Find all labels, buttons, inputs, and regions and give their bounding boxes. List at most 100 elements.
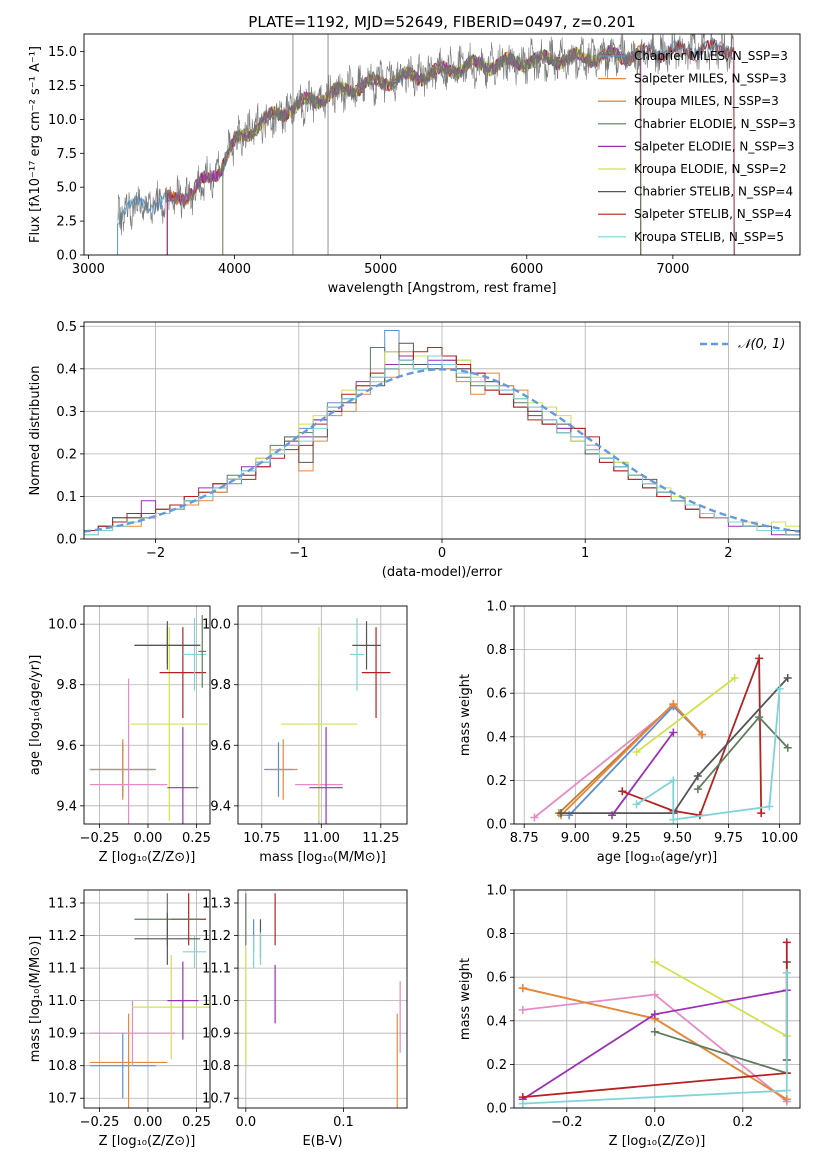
- data-point-marker: [765, 802, 774, 811]
- y-tick-label: 9.4: [56, 799, 77, 814]
- data-point-marker: [782, 968, 791, 977]
- model-spectrum-line: [222, 45, 642, 255]
- axes-frame: [513, 605, 801, 825]
- y-tick-label: 9.4: [210, 799, 231, 814]
- x-tick-label: 0.0: [644, 1115, 665, 1130]
- data-point-marker: [730, 673, 739, 682]
- y-tick-label: 1.0: [486, 600, 507, 615]
- y-tick-label: 10.9: [48, 1027, 77, 1042]
- data-point-marker: [669, 776, 678, 785]
- y-tick-label: 0.5: [56, 320, 77, 335]
- y-tick-label: 0.4: [486, 730, 507, 745]
- x-tick-label: 4000: [218, 262, 251, 277]
- y-tick-label: 9.8: [56, 678, 77, 693]
- y-tick-label: 2.5: [56, 215, 77, 230]
- axes-frame: [83, 33, 801, 256]
- weight-series-line: [560, 702, 703, 816]
- axes-frame: [83, 605, 211, 825]
- y-tick-label: 0.2: [56, 447, 77, 462]
- x-axis-label: (data-model)/error: [382, 565, 503, 580]
- legend-label: Kroupa STELIB, N_SSP=5: [634, 230, 784, 244]
- x-tick-label: −0.25: [80, 831, 120, 846]
- chart-spectrum: 3000 4000 5000 6000 7000 0.0 2.5 5.0 7.5 10.0 12.5…: [28, 13, 801, 296]
- y-tick-label: 9.6: [210, 739, 231, 754]
- y-tick-label: 10.0: [48, 618, 77, 633]
- x-tick-label: 0.00: [133, 1115, 162, 1130]
- chart-mass-vs-EBV: 0.0 0.1 10.7 10.8 10.9 11.0 11.1 11.2 11.3 E(B-V): [202, 889, 408, 1149]
- legend-label: 𝒩(0, 1): [738, 337, 785, 352]
- weight-series-line: [654, 1030, 788, 1074]
- x-axis-label: Z [log₁₀(Z/Z⊙)]: [609, 1134, 706, 1149]
- x-tick-label: 5000: [364, 262, 397, 277]
- x-tick-label: −2: [146, 546, 165, 561]
- plot-area: [84, 330, 800, 539]
- y-tick-label: 10.8: [48, 1059, 77, 1074]
- axes-frame: [237, 889, 408, 1109]
- x-tick-label: 7000: [656, 262, 689, 277]
- legend: Chabrier MILES, N_SSP=3 Salpeter MILES, N…: [598, 49, 796, 244]
- y-tick-label: 0.8: [486, 927, 507, 942]
- axes-frame: [513, 889, 801, 1109]
- plot-area: [245, 893, 401, 1108]
- x-tick-label: 8.75: [510, 831, 539, 846]
- plot-area: [89, 893, 210, 1108]
- y-tick-label: 11.1: [48, 962, 77, 977]
- chart-age-vs-Z: −0.25 0.00 0.25 9.4 9.6 9.8 10.0 Z [log₁₀(Z/Z⊙)…: [28, 605, 211, 865]
- x-tick-label: 9.50: [663, 831, 692, 846]
- x-tick-label: 10.00: [761, 831, 798, 846]
- y-tick-label: 10.8: [202, 1059, 231, 1074]
- data-point-marker: [669, 815, 678, 824]
- plot-area: [89, 615, 209, 824]
- data-point-marker: [775, 684, 784, 693]
- x-tick-label: −0.2: [551, 1115, 583, 1130]
- y-tick-label: 0.4: [486, 1014, 507, 1029]
- weight-series-line: [533, 705, 674, 819]
- plot-area: [264, 618, 391, 824]
- x-tick-label: −0.25: [80, 1115, 120, 1130]
- x-tick-label: 0: [438, 546, 446, 561]
- y-axis-label: Normed distribution: [28, 366, 43, 496]
- data-point-marker: [518, 1099, 527, 1108]
- weight-series-line: [636, 677, 736, 753]
- x-tick-label: 11.25: [362, 831, 399, 846]
- histogram-series: [84, 355, 800, 539]
- y-tick-label: 0.4: [56, 362, 77, 377]
- y-tick-label: 0.2: [486, 774, 507, 789]
- y-tick-label: 15.0: [48, 45, 77, 60]
- legend-label: Chabrier ELODIE, N_SSP=3: [634, 117, 796, 131]
- weight-series-line: [654, 961, 788, 1037]
- weight-series-line: [561, 677, 789, 814]
- data-point-marker: [650, 1027, 659, 1036]
- y-tick-label: 11.0: [48, 994, 77, 1009]
- model-spectrum-line: [166, 45, 642, 255]
- legend-label: Chabrier STELIB, N_SSP=4: [634, 185, 793, 199]
- x-tick-label: 0.00: [133, 831, 162, 846]
- y-tick-label: 10.7: [202, 1092, 231, 1107]
- y-tick-label: 11.2: [202, 929, 231, 944]
- data-point-marker: [518, 984, 527, 993]
- data-point-marker: [632, 748, 641, 757]
- x-tick-label: 1: [581, 546, 589, 561]
- data-point-marker: [783, 673, 792, 682]
- observed-spectrum-line: [117, 34, 735, 236]
- chart-mass-vs-Z: −0.25 0.00 0.25 10.7 10.8 10.9 11.0 11.1 11.2 11.…: [28, 889, 211, 1149]
- legend-label: Salpeter ELODIE, N_SSP=3: [634, 139, 795, 153]
- plot-area: [530, 654, 792, 824]
- y-tick-label: 10.0: [48, 113, 77, 128]
- chart-age-vs-mass: 10.75 11.00 11.25 9.4 9.6 9.8 10.0 mass [log₁₀(…: [202, 605, 408, 865]
- data-point-marker: [782, 1095, 791, 1104]
- x-tick-label: 6000: [510, 262, 543, 277]
- data-point-marker: [669, 700, 678, 709]
- data-point-marker: [650, 957, 659, 966]
- y-axis-label: mass weight: [458, 674, 473, 756]
- x-tick-label: 0.0: [235, 1115, 256, 1130]
- x-axis-label: mass [log₁₀(M/M⊙)]: [259, 850, 386, 865]
- x-axis-label: age [log₁₀(age/yr)]: [597, 850, 718, 865]
- chart-residuals: −2 −1 0 1 2 0.0 0.1 0.2 0.3 0.4 0.5 (data-model)/er…: [28, 320, 801, 580]
- x-axis-label: Z [log₁₀(Z/Z⊙)]: [99, 850, 196, 865]
- data-point-marker: [650, 990, 659, 999]
- weight-series-line: [611, 731, 675, 816]
- legend: 𝒩(0, 1): [700, 337, 785, 352]
- y-tick-label: 11.2: [48, 929, 77, 944]
